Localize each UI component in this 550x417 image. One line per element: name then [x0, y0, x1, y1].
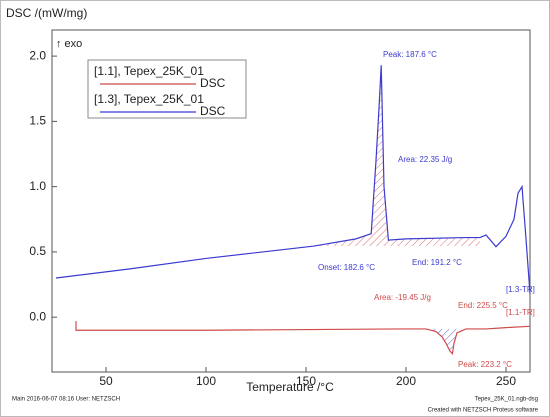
x-tick-label: 100: [196, 374, 216, 388]
x-tick-label: 150: [296, 374, 316, 388]
annotation: Peak: 223.2 °C: [458, 360, 512, 369]
annotation: Onset: 182.6 °C: [318, 263, 375, 272]
y-axis-label: DSC /(mW/mg): [6, 6, 87, 20]
annotation: [1.1-TR]: [506, 308, 535, 317]
legend-quantity: DSC: [200, 76, 226, 90]
y-tick-label: 0.0: [29, 309, 46, 323]
y-axis-sublabel: ↑ exo: [56, 38, 82, 50]
y-tick-label: 1.5: [29, 114, 46, 128]
y-tick-label: 2.0: [29, 48, 46, 62]
plot-area: [51, 29, 531, 373]
footer-left: Main 2016-06-07 08:16 User: NETZSCH: [12, 397, 120, 403]
peak-area: [314, 65, 480, 247]
legend: [87, 59, 247, 119]
y-tick-label: 1.0: [29, 179, 46, 193]
annotation: End: 225.5 °C: [458, 301, 508, 310]
footer-credit: Created with NETZSCH Proteus software: [428, 408, 539, 414]
footer-right: Tepex_25K_01.ngb-dsg: [475, 397, 538, 403]
annotation: End: 191.2 °C: [412, 258, 462, 267]
legend-label: [1.1], Tepex_25K_01: [94, 64, 204, 78]
x-tick-label: 200: [396, 374, 416, 388]
legend-label: [1.3], Tepex_25K_01: [94, 92, 204, 106]
x-tick-label: 250: [496, 374, 516, 388]
annotation: [1.3-TR]: [506, 285, 535, 294]
y-tick-label: 0.5: [29, 244, 46, 258]
legend-quantity: DSC: [200, 104, 226, 118]
series-line: [55, 65, 531, 294]
series-line: [75, 321, 531, 356]
x-axis-label: Temperature /°C: [246, 380, 334, 394]
x-tick-label: 50: [99, 374, 113, 388]
annotation: Area: -19.45 J/g: [374, 293, 431, 302]
annotation: Area: 22.35 J/g: [398, 155, 452, 164]
peak-area: [426, 328, 457, 354]
annotation: Peak: 187.6 °C: [383, 50, 437, 59]
